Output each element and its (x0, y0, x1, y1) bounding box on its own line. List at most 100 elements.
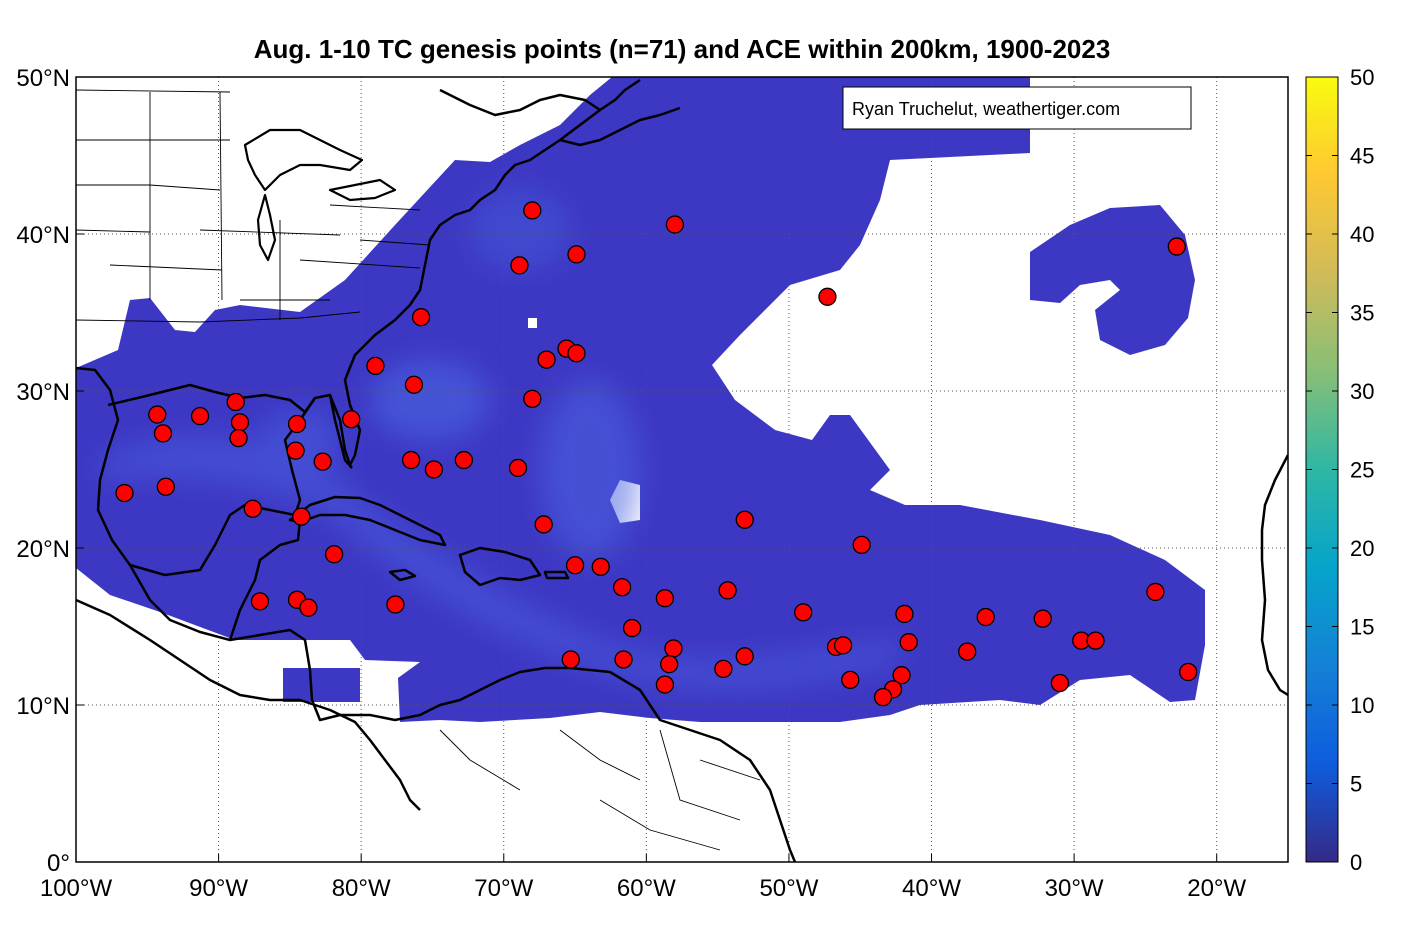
genesis-point (411, 308, 431, 327)
colorbar-tick-label: 45 (1350, 144, 1374, 169)
genesis-point (718, 581, 737, 600)
genesis-point (523, 201, 542, 220)
genesis-point (665, 215, 685, 234)
x-axis-ticks: 100°W 90°W 80°W 70°W 60°W 50°W 40°W 30°W 20°W (40, 854, 1247, 902)
colorbar-tick-label: 40 (1350, 222, 1374, 247)
great-lakes (243, 128, 397, 262)
x-tick-label: 100°W (40, 875, 113, 902)
genesis-point (508, 458, 528, 478)
genesis-point (612, 578, 632, 597)
genesis-point (622, 618, 642, 638)
genesis-point (1033, 609, 1052, 628)
colorbar-tick-label: 5 (1350, 772, 1362, 797)
genesis-point (286, 441, 305, 460)
genesis-point (230, 413, 250, 432)
y-tick-label: 10°N (16, 693, 70, 720)
genesis-points (115, 201, 1198, 707)
genesis-point (190, 406, 210, 426)
africa-coast (1260, 454, 1288, 697)
genesis-point (714, 659, 733, 679)
genesis-point (243, 499, 262, 518)
credit-text: Ryan Truchelut, weathertiger.com (852, 99, 1120, 119)
genesis-point (561, 650, 580, 669)
genesis-point (660, 655, 679, 674)
genesis-point (818, 287, 837, 306)
genesis-point (523, 389, 542, 409)
ace-shaded-region-east (1030, 205, 1195, 355)
x-tick-label: 60°W (617, 875, 676, 902)
colorbar-tick-label: 30 (1350, 379, 1374, 404)
x-tick-label: 70°W (474, 875, 533, 902)
genesis-point (313, 452, 332, 471)
genesis-point (226, 392, 245, 412)
genesis-point (250, 592, 270, 611)
y-tick-label: 40°N (16, 222, 70, 249)
genesis-point (892, 666, 911, 685)
genesis-point (1086, 631, 1105, 650)
genesis-point (976, 607, 995, 627)
genesis-point (841, 670, 860, 690)
y-tick-label: 50°N (16, 65, 70, 92)
ace-shaded-region-cam (283, 668, 360, 702)
genesis-point (591, 557, 610, 576)
genesis-point (148, 405, 167, 424)
chart-title: Aug. 1-10 TC genesis points (n=71) and A… (253, 34, 1111, 64)
plot-frame (75, 76, 1289, 863)
genesis-point (664, 639, 683, 658)
colorbar-tick-label: 15 (1350, 615, 1374, 640)
us-gulf-east-coast (76, 78, 641, 577)
x-tick-label: 40°W (902, 875, 961, 902)
jamaica (388, 568, 417, 582)
colorbar-tick-label: 50 (1350, 65, 1374, 90)
y-axis-ticks: 0° 10°N 20°N 30°N 40°N 50°N (16, 65, 84, 877)
genesis-point (454, 450, 473, 470)
y-tick-label: 20°N (16, 536, 70, 563)
colorbar: 0 5 10 15 20 25 30 35 40 45 50 (1305, 65, 1374, 875)
colorbar-tick-label: 10 (1350, 693, 1374, 718)
y-tick-label: 30°N (16, 379, 70, 406)
south-america-coast (609, 670, 797, 862)
cuba (288, 495, 447, 547)
genesis-point (958, 642, 977, 661)
puerto-rico (543, 570, 570, 580)
genesis-point (614, 650, 633, 669)
genesis-point (386, 595, 405, 614)
genesis-point (1050, 673, 1070, 693)
ace-shaded-region (76, 77, 1205, 722)
genesis-point (229, 428, 248, 448)
x-tick-label: 30°W (1045, 875, 1104, 902)
genesis-point (567, 245, 586, 264)
genesis-point (833, 636, 853, 655)
colorbar-ticks: 0 5 10 15 20 25 30 35 40 45 50 (1306, 65, 1374, 875)
genesis-point (735, 647, 754, 666)
genesis-point (299, 598, 318, 617)
central-america (76, 598, 421, 811)
genesis-point (401, 450, 421, 470)
y-tick-label: 0° (47, 850, 70, 877)
genesis-point (655, 589, 675, 608)
genesis-point (324, 545, 344, 564)
x-tick-label: 90°W (189, 875, 248, 902)
genesis-point (342, 410, 361, 429)
colorbar-tick-label: 0 (1350, 850, 1362, 875)
coastlines (76, 78, 1288, 862)
state-borders (76, 89, 761, 851)
genesis-point (366, 356, 385, 376)
genesis-point (852, 535, 871, 555)
x-tick-label: 20°W (1187, 875, 1246, 902)
genesis-point (292, 507, 311, 526)
genesis-point (153, 424, 173, 443)
canada-coast (439, 88, 681, 147)
genesis-point (534, 515, 553, 534)
credit-box: Ryan Truchelut, weathertiger.com (842, 86, 1192, 130)
genesis-point (1179, 662, 1198, 682)
genesis-point (287, 414, 307, 434)
colorbar-tick-label: 25 (1350, 458, 1374, 483)
genesis-point (899, 633, 918, 652)
genesis-point (115, 483, 134, 503)
genesis-point (156, 477, 175, 496)
genesis-point (537, 350, 556, 369)
yucatan-coast (128, 514, 302, 642)
x-tick-label: 50°W (759, 875, 818, 902)
